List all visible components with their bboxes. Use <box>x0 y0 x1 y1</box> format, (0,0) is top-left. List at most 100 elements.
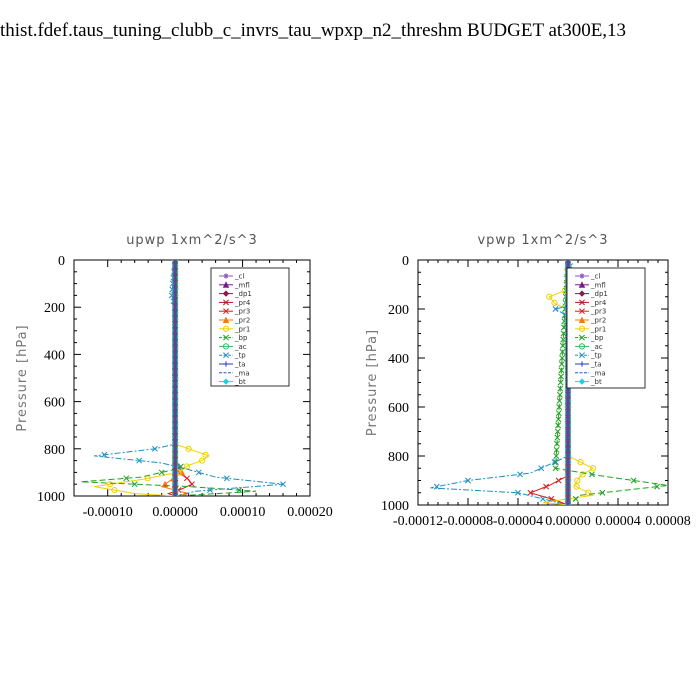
legend-label: _ta <box>590 361 602 369</box>
plot-title: upwp 1xm^2/s^3 <box>126 233 258 248</box>
x-tick-label: -0.00010 <box>83 505 133 520</box>
legend-label: _ac <box>234 343 247 351</box>
legend-label: _bt <box>590 378 602 386</box>
y-tick-label: 1000 <box>381 499 409 514</box>
y-tick-label: 600 <box>44 396 65 411</box>
y-axis-label: Pressure [hPa] <box>365 329 380 436</box>
x-tick-label: -0.00008 <box>443 514 493 529</box>
x-tick-label: 0.00000 <box>152 505 198 520</box>
legend-marker <box>578 343 586 350</box>
series-marker_pr1 <box>546 293 553 300</box>
legend-marker <box>578 281 586 288</box>
legend-label: _dp1 <box>590 290 608 298</box>
series-line_bp <box>554 260 668 505</box>
series-marker_pr1 <box>111 487 118 494</box>
series-marker_pr1 <box>202 451 209 458</box>
legend-label: _ma <box>590 369 606 377</box>
series-marker_bp <box>554 434 561 441</box>
series-marker_bp <box>558 373 564 380</box>
legend-marker <box>223 352 229 359</box>
legend-label: _mfl <box>234 281 250 289</box>
series-marker_bp <box>553 453 560 459</box>
series-marker_bp <box>558 361 565 368</box>
legend-marker <box>223 273 229 279</box>
series-marker_tp <box>195 469 202 476</box>
series-marker_tp <box>101 451 108 458</box>
series-marker_tp <box>538 465 545 472</box>
legend-marker <box>579 308 585 315</box>
figure-title: thist.fdef.taus_tuning_clubb_c_invrs_tau… <box>0 20 627 41</box>
series-marker_bp <box>559 342 566 349</box>
series-marker_tp <box>136 457 143 464</box>
legend-label: _pr3 <box>590 308 606 316</box>
series-marker_tp <box>551 459 558 466</box>
x-tick-label: 0.00010 <box>220 505 266 520</box>
legend-marker <box>222 325 230 332</box>
series-marker_pr3 <box>189 481 195 488</box>
series-marker_bp <box>555 410 562 417</box>
legend-label: _pr4 <box>234 299 251 307</box>
legend-marker <box>579 352 585 359</box>
y-tick-label: 600 <box>388 401 409 416</box>
series-marker_pr1 <box>579 471 586 478</box>
legend-marker <box>222 316 230 323</box>
x-tick-label: 0.00020 <box>287 505 333 520</box>
legend-marker <box>579 299 585 306</box>
series-marker_bp <box>557 385 564 392</box>
legend-marker <box>578 290 586 297</box>
legend-marker <box>223 334 229 341</box>
legend-label: _ma <box>234 369 250 377</box>
legend-marker <box>222 343 230 350</box>
series-marker_tp <box>552 306 559 312</box>
series-line_pr1 <box>94 260 210 496</box>
legend-label: _pr1 <box>590 325 606 333</box>
series-marker_bp <box>554 428 561 435</box>
series-marker_pr1 <box>551 299 558 306</box>
y-tick-label: 400 <box>44 348 65 363</box>
series-marker_bp <box>158 469 165 476</box>
legend-label: _bt <box>234 378 246 386</box>
series-marker_bp <box>599 489 606 496</box>
legend-marker <box>223 361 229 367</box>
series-marker_pr1 <box>574 477 581 484</box>
series-marker_bp <box>553 446 560 453</box>
series-marker_pr1 <box>585 489 592 496</box>
series-marker_pr3 <box>183 475 190 482</box>
series-marker_bp <box>560 336 567 343</box>
legend-label: _cl <box>590 273 600 281</box>
y-tick-label: 0 <box>402 254 409 269</box>
plot-panel-2: vpwp 1xm^2/s^3 Pressure [hPa] 0 200 400 600 80… <box>365 233 691 529</box>
series-marker_bp <box>555 416 562 423</box>
legend-box <box>566 267 646 389</box>
series-marker_bp <box>559 355 566 361</box>
y-tick-label: 400 <box>388 352 409 367</box>
x-tick-label: 0.00008 <box>645 514 691 529</box>
series-marker_bp <box>556 404 563 410</box>
series-marker_pr3 <box>543 483 550 490</box>
series-marker_bp <box>552 465 559 472</box>
y-axis-label: Pressure [hPa] <box>15 324 30 431</box>
legend: _cl_mfl_dp1_pr4_pr3_pr2_pr1_bp_ac_tp_ta_… <box>210 267 290 387</box>
series-marker_pr1 <box>577 459 584 466</box>
legend-label: _pr2 <box>590 317 606 325</box>
series-marker_bp <box>560 330 567 337</box>
series-marker_pr1 <box>185 445 192 452</box>
series-marker_tp <box>151 445 158 452</box>
series-marker_tp <box>540 495 546 502</box>
plot-title: vpwp 1xm^2/s^3 <box>477 233 608 248</box>
legend-label: _cl <box>234 273 244 281</box>
series-marker_tp <box>223 475 230 482</box>
series-line_tp <box>430 260 588 505</box>
legend-label: _pr1 <box>234 325 250 333</box>
series-marker_bp <box>556 391 563 398</box>
x-tick-label: -0.00004 <box>493 514 543 529</box>
series-marker_bp <box>630 477 637 484</box>
series-marker_bp <box>557 379 564 386</box>
series-marker_pr1 <box>199 457 206 464</box>
x-tick-label: 0.00004 <box>595 514 641 529</box>
legend-label: _mfl <box>590 281 606 289</box>
legend-marker <box>578 316 586 323</box>
legend-marker <box>578 378 586 385</box>
legend-marker <box>579 361 585 367</box>
